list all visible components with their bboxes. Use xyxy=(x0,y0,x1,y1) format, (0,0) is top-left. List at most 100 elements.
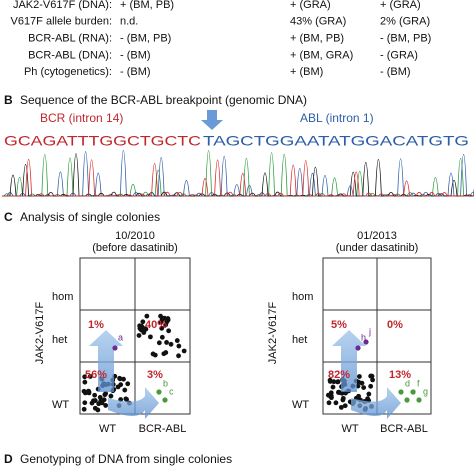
colony-dot xyxy=(176,353,181,359)
arrow xyxy=(351,387,401,419)
col-label: BCR-ABL xyxy=(380,423,428,435)
table-cell: + (BM, PB) xyxy=(120,0,174,11)
colony-dot xyxy=(161,351,167,357)
colony-dot xyxy=(81,406,87,412)
table-cell: 43% (GRA) xyxy=(290,16,346,28)
table-cell: + (BM) xyxy=(290,66,323,78)
colony-dot xyxy=(404,397,410,403)
table-cell: 2% (GRA) xyxy=(380,16,430,28)
colony-dot xyxy=(82,400,88,406)
colony-dot xyxy=(136,333,142,338)
table-cell: - (BM) xyxy=(380,66,411,78)
colony-dot xyxy=(115,384,121,390)
bcr-sequence: GCAGATTTGGCTGCTC xyxy=(4,133,201,149)
section-letter: C xyxy=(4,210,13,224)
row-label: hom xyxy=(52,291,73,303)
colony-dot xyxy=(333,400,339,406)
panels: 10/2010(before dasatinib) hom het WT WT BCR-A… xyxy=(34,230,432,435)
colony-dot xyxy=(85,388,91,394)
colony-dot xyxy=(89,400,95,406)
colony-dot xyxy=(122,387,128,393)
colony-dot xyxy=(398,389,404,395)
colony-dot xyxy=(125,381,131,387)
col-label: WT xyxy=(99,423,116,435)
grid-cell xyxy=(134,257,191,311)
colony-dot xyxy=(410,389,416,395)
colony-dot xyxy=(339,390,345,396)
colony-dot xyxy=(164,340,169,345)
colony-dot xyxy=(166,328,172,334)
colony-dot xyxy=(363,339,369,345)
y-axis-label: JAK2-V617F xyxy=(267,302,279,365)
table-cell: - (GRA) xyxy=(380,49,418,61)
colony-dot xyxy=(368,383,374,389)
grid-cell xyxy=(134,361,191,415)
percent: 5% xyxy=(331,319,347,331)
colony-dot xyxy=(159,325,165,331)
colony-dot xyxy=(148,334,153,340)
colony-dot xyxy=(82,374,88,380)
colony-dot xyxy=(366,391,372,397)
colony-dot xyxy=(117,376,123,382)
section-letter: B xyxy=(4,93,13,107)
col-label: BCR-ABL xyxy=(139,423,187,435)
row-label: hom xyxy=(292,291,313,303)
table-cell: - (BM, PB) xyxy=(380,33,431,45)
colony-dot xyxy=(158,313,163,319)
colony-dot xyxy=(355,345,361,351)
colony-dot xyxy=(97,395,103,400)
colony-dot xyxy=(124,397,129,402)
percent: 40% xyxy=(145,319,167,331)
colony-dot xyxy=(87,374,93,379)
chromatogram xyxy=(2,149,474,197)
colony-dot xyxy=(361,385,367,390)
panel-note: (under dasatinib) xyxy=(336,242,419,254)
breakpoint-arrow xyxy=(201,110,223,130)
percent: 82% xyxy=(328,369,350,381)
colony-letter: a xyxy=(118,332,123,342)
colony-dot xyxy=(369,373,375,379)
grid-cell xyxy=(376,361,432,415)
colony-dot xyxy=(326,400,332,406)
table-cell: + (GRA) xyxy=(380,0,421,11)
colony-dot xyxy=(342,403,348,409)
colony-dot xyxy=(176,343,182,349)
colony-dot xyxy=(150,351,156,357)
trace xyxy=(2,158,474,197)
abl-sequence: TAGCTGGAATATGGACATGTG xyxy=(203,133,469,149)
row-label: BCR-ABL (DNA): xyxy=(28,49,112,61)
colony-letter: h xyxy=(361,332,366,342)
row-label: BCR-ABL (RNA): xyxy=(28,33,112,45)
colony-dot xyxy=(164,319,170,325)
colony-dot xyxy=(156,389,162,395)
colony-dot xyxy=(99,400,105,406)
percent: 1% xyxy=(88,319,104,331)
arrow xyxy=(108,387,159,419)
colony-dot xyxy=(370,377,375,383)
colony-letter: g xyxy=(423,386,428,396)
panel-note: (before dasatinib) xyxy=(92,242,178,254)
row-label: WT xyxy=(292,399,309,411)
colony-dot xyxy=(103,403,109,408)
colony-dot xyxy=(112,345,118,351)
table-cell: + (BM, GRA) xyxy=(290,49,353,61)
colony-dot xyxy=(92,398,98,403)
colony-dot xyxy=(331,379,337,385)
section-title: Analysis of single colonies xyxy=(20,210,160,224)
grid-cell xyxy=(322,257,378,311)
table-cell: - (BM, PB) xyxy=(120,33,171,45)
colony-dot xyxy=(168,341,174,347)
grid-cell xyxy=(376,257,432,311)
percent: 13% xyxy=(389,369,411,381)
colony-dot xyxy=(330,384,336,390)
panel-date: 10/2010 xyxy=(115,230,155,242)
colony-letter: j xyxy=(368,326,371,336)
percent: 3% xyxy=(147,369,163,381)
colony-dot xyxy=(141,330,147,335)
colony-dot xyxy=(162,397,168,403)
row-label: JAK2-V617F (DNA): xyxy=(13,0,112,11)
table-cell: n.d. xyxy=(120,16,138,28)
colony-dot xyxy=(329,395,334,401)
row-label: het xyxy=(292,334,307,346)
